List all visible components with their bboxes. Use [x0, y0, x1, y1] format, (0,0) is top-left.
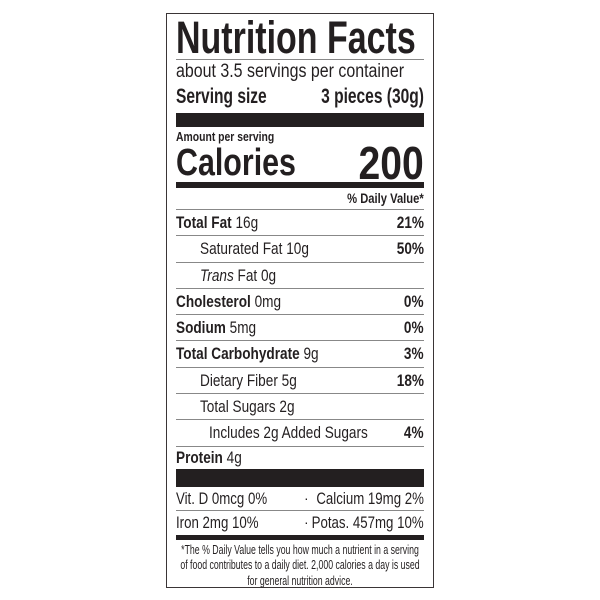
- nutrient-row-total-carbohydrate: Total Carbohydrate 9g 3%: [176, 341, 424, 368]
- serving-size: Serving size 3 pieces (30g): [176, 84, 424, 110]
- micronutrient-row: Vit. D 0mcg 0% · Calcium 19mg 2%: [176, 487, 424, 511]
- divider-thick: [176, 113, 424, 127]
- nutrient-row-trans-fat: Trans Fat 0g: [176, 263, 424, 289]
- nutrient-row-protein: Protein 4g: [176, 447, 242, 467]
- micronutrient-row: Iron 2mg 10% · Potas. 457mg 10%: [176, 512, 424, 532]
- divider-medium: [176, 534, 424, 540]
- nutrient-row-cholesterol: Cholesterol 0mg 0%: [176, 289, 424, 316]
- nutrient-row-total-fat: Total Fat 16g 21%: [176, 210, 424, 237]
- label-title: Nutrition Facts: [176, 14, 424, 62]
- nutrient-row-saturated-fat: Saturated Fat 10g 50%: [176, 236, 424, 263]
- amount-per-serving: Amount per serving: [176, 129, 275, 144]
- nutrient-row-dietary-fiber: Dietary Fiber 5g 18%: [176, 368, 424, 395]
- nutrient-row-sodium: Sodium 5mg 0%: [176, 315, 424, 342]
- calories-row: Calories 200: [176, 137, 424, 189]
- calories-value: 200: [358, 137, 424, 189]
- servings-per-container: about 3.5 servings per container: [176, 61, 405, 82]
- calories-label: Calories: [176, 142, 296, 184]
- nutrient-row-total-sugars: Total Sugars 2g: [176, 394, 424, 421]
- divider-medium: [176, 182, 424, 188]
- footnote: *The % Daily Value tells you how much a …: [180, 542, 420, 588]
- nutrient-row-added-sugars: Includes 2g Added Sugars 4%: [176, 420, 424, 447]
- nutrition-facts-label: Nutrition Facts about 3.5 servings per c…: [166, 13, 434, 588]
- serving-size-label: Serving size: [176, 85, 267, 108]
- serving-size-value: 3 pieces (30g): [321, 85, 424, 108]
- divider-thick: [176, 468, 424, 487]
- daily-value-header: % Daily Value*: [176, 188, 424, 210]
